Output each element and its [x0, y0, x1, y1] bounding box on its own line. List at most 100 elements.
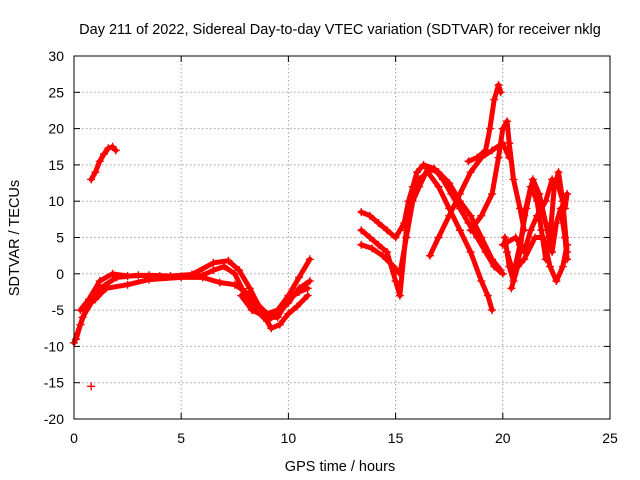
data-point-marker	[374, 240, 383, 249]
data-point-marker	[434, 233, 443, 242]
data-point-marker	[303, 284, 312, 293]
data-point-marker	[275, 320, 284, 329]
data-point-marker	[466, 226, 475, 235]
data-point-marker	[494, 81, 503, 90]
data-point-marker	[496, 266, 505, 275]
data-point-marker	[533, 211, 542, 220]
data-point-marker	[365, 233, 374, 242]
y-tick-label: -5	[52, 302, 65, 318]
data-point-marker	[303, 291, 312, 300]
data-point-marker	[539, 233, 548, 242]
data-point-marker	[295, 273, 304, 282]
data-point-marker	[563, 189, 572, 198]
data-point-marker	[511, 233, 520, 242]
y-tick-label: 10	[48, 193, 64, 209]
data-point-marker	[402, 233, 411, 242]
data-point-marker	[357, 226, 366, 235]
data-point-marker	[505, 139, 514, 148]
chart-title: Day 211 of 2022, Sidereal Day-to-day VTE…	[79, 22, 601, 38]
series-track-14	[498, 175, 572, 257]
data-point-marker	[292, 302, 301, 311]
data-point-marker	[395, 269, 404, 278]
data-point-marker	[530, 233, 539, 242]
data-point-marker	[267, 324, 276, 333]
y-tick-label: -15	[44, 375, 64, 391]
data-point-marker	[391, 233, 400, 242]
grid-lines	[74, 56, 610, 419]
data-point-marker	[483, 291, 492, 300]
data-point-marker	[383, 248, 392, 257]
data-point-marker	[215, 278, 224, 287]
data-point-marker	[500, 233, 509, 242]
y-tick-label: 0	[56, 266, 64, 282]
data-point-marker	[477, 277, 486, 286]
data-point-marker	[554, 168, 563, 177]
data-point-marker	[528, 175, 537, 184]
data-point-marker	[494, 153, 503, 162]
x-tick-label: 0	[70, 430, 78, 446]
data-point-marker	[87, 382, 96, 391]
data-point-marker	[78, 313, 87, 322]
series-track-5	[87, 142, 120, 184]
data-point-marker	[425, 251, 434, 260]
data-point-marker	[247, 306, 256, 315]
data-point-marker	[535, 189, 544, 198]
data-point-marker	[145, 271, 154, 280]
series-track-4	[237, 284, 312, 322]
y-tick-label: -10	[44, 338, 64, 354]
data-point-marker	[245, 284, 254, 293]
data-point-marker	[522, 204, 531, 213]
data-point-marker	[423, 164, 432, 173]
series-outlier	[87, 382, 96, 391]
data-point-marker	[541, 197, 550, 206]
axis-ticks: 0 5 10 15 20 25 -20 -15 -10 -5 0 5 10 15 20 25 30	[44, 48, 618, 446]
series-track-3	[76, 256, 312, 333]
x-axis-label: GPS time / hours	[285, 459, 395, 475]
data-point-marker	[198, 271, 207, 280]
data-point-marker	[563, 240, 572, 249]
data-point-marker	[230, 269, 239, 278]
series-track-1	[70, 255, 314, 347]
data-point-marker	[374, 218, 383, 227]
data-point-marker	[545, 262, 554, 271]
y-tick-label: 20	[48, 121, 64, 137]
data-point-marker	[123, 271, 132, 280]
data-point-marker	[305, 255, 314, 264]
data-point-marker	[305, 277, 314, 286]
data-point-marker	[85, 295, 94, 304]
plot-frame	[73, 55, 611, 420]
data-point-marker	[548, 175, 557, 184]
data-point-marker	[558, 262, 567, 271]
series-line	[468, 118, 527, 233]
y-tick-label: 25	[48, 84, 64, 100]
x-tick-label: 20	[495, 430, 511, 446]
data-point-marker	[466, 168, 475, 177]
data-point-marker	[123, 280, 132, 289]
x-tick-label: 15	[388, 430, 404, 446]
data-point-marker	[464, 218, 473, 227]
data-point-marker	[87, 175, 96, 184]
data-point-marker	[507, 284, 516, 293]
data-point-marker	[513, 262, 522, 271]
data-point-marker	[503, 117, 512, 126]
data-point-marker	[485, 124, 494, 133]
data-point-marker	[445, 179, 454, 188]
data-point-marker	[560, 204, 569, 213]
data-point-marker	[72, 335, 81, 344]
data-point-marker	[552, 218, 561, 227]
data-point-marker	[434, 182, 443, 191]
data-point-marker	[284, 295, 293, 304]
data-point-marker	[104, 144, 113, 153]
x-tick-label: 10	[281, 430, 297, 446]
series-line	[500, 176, 570, 255]
data-point-marker	[419, 160, 428, 169]
data-point-marker	[415, 182, 424, 191]
data-point-marker	[498, 124, 507, 133]
data-point-marker	[262, 313, 271, 322]
data-point-marker	[187, 270, 196, 279]
data-point-marker	[496, 88, 505, 97]
x-tick-label: 5	[177, 430, 185, 446]
data-point-marker	[455, 226, 464, 235]
data-point-marker	[91, 168, 100, 177]
